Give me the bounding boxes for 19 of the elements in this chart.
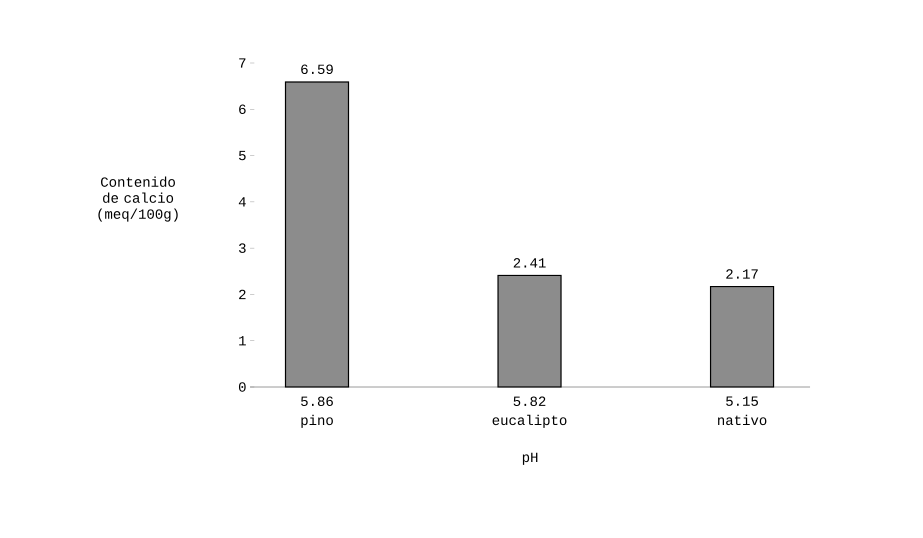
y-tick-label: 3 <box>239 243 246 253</box>
data-label: 6.59 <box>301 64 333 74</box>
y-tick-label: 2 <box>239 290 246 300</box>
y-tick-label: 6 <box>239 104 246 114</box>
x-tick-label: nativo <box>718 414 766 426</box>
text: 5.15 <box>726 396 758 406</box>
y-axis-title: Contenido de calcio (meq/100g) <box>98 176 178 222</box>
text: 5.82 <box>514 396 546 406</box>
y-tick-label: 7 <box>239 58 246 68</box>
x-axis-title: pH <box>522 452 538 465</box>
y-tick-label: 5 <box>239 150 246 160</box>
data-label: 2.17 <box>726 269 758 279</box>
text: 5.86 <box>301 396 333 406</box>
y-tick-label: 4 <box>238 197 246 206</box>
x-tick-label: eucalipto <box>492 414 566 428</box>
x-tick-label: pino <box>301 414 333 428</box>
y-tick-label: 0 <box>238 382 246 392</box>
data-label: 2.41 <box>514 258 546 268</box>
y-tick-label: 1 <box>239 336 246 346</box>
